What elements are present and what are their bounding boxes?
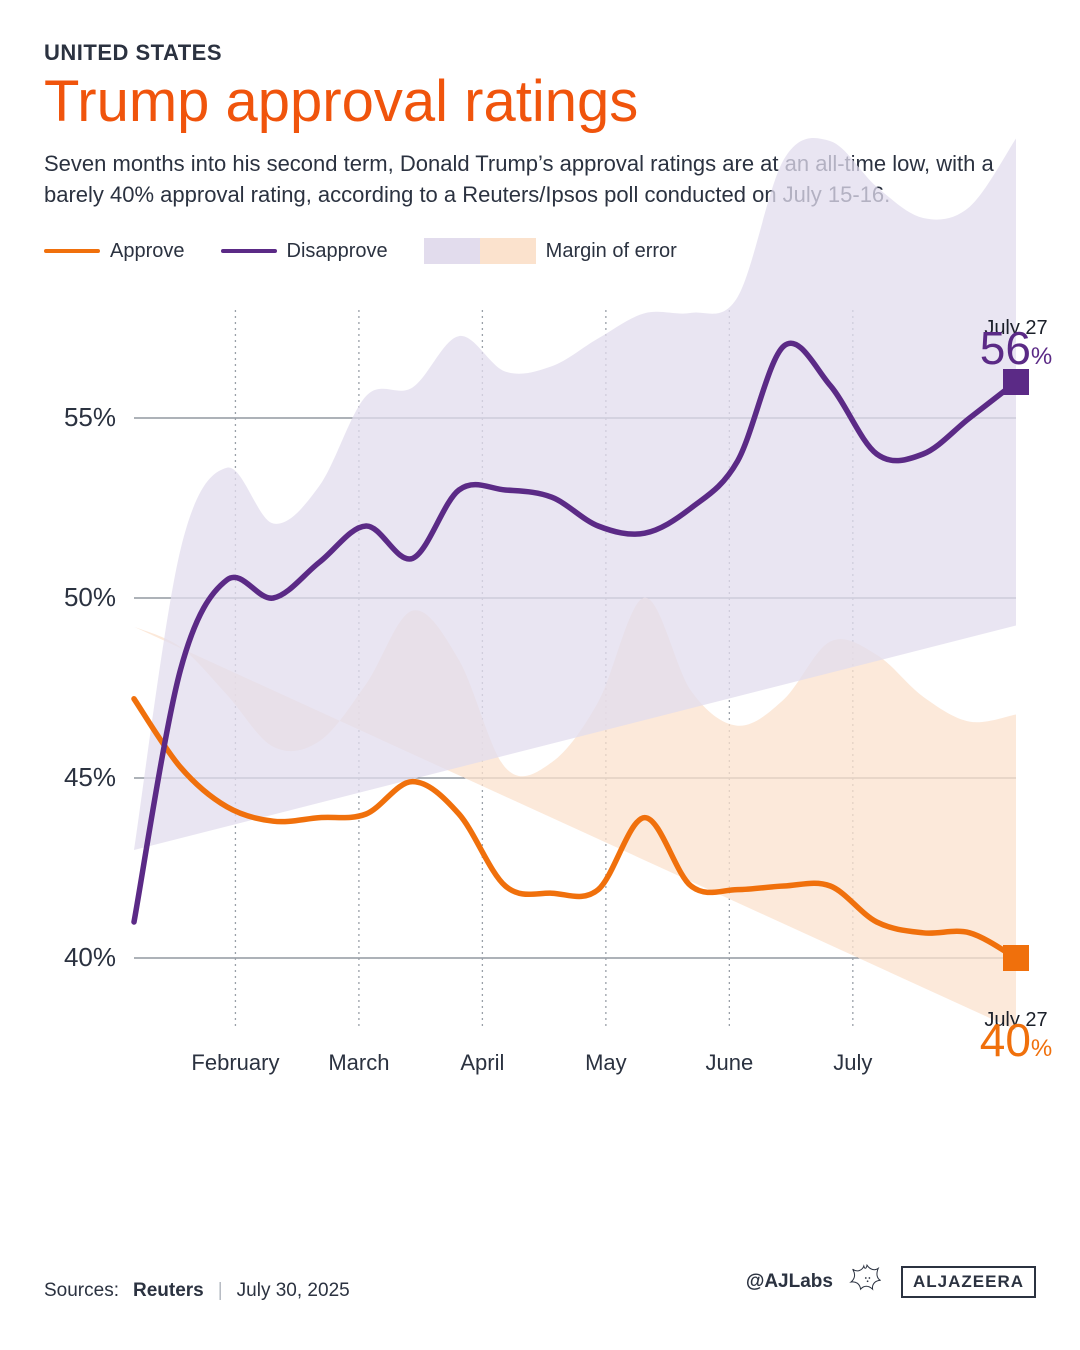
publish-date: July 30, 2025: [237, 1280, 350, 1302]
legend-item-margin: Margin of error: [424, 238, 677, 264]
legend-item-disapprove: Disapprove: [221, 240, 388, 263]
aljazeera-logo-icon: [847, 1262, 887, 1302]
disapprove-line-swatch: [221, 249, 277, 253]
svg-text:March: March: [328, 1050, 389, 1075]
brand-block: @AJLabs ALJAZEERA: [746, 1262, 1036, 1302]
brand-box: ALJAZEERA: [901, 1266, 1036, 1298]
svg-text:April: April: [460, 1050, 504, 1075]
margin-of-error-swatch: [424, 238, 536, 264]
svg-text:45%: 45%: [64, 762, 116, 792]
legend-label-margin: Margin of error: [546, 240, 677, 263]
svg-text:40%: 40%: [64, 942, 116, 972]
sources-block: Sources: Reuters | July 30, 2025: [44, 1280, 350, 1302]
chart-svg: 40% 45% 50% 55% February March April May June Jul…: [44, 300, 1036, 1100]
legend-item-approve: Approve: [44, 240, 185, 263]
chart-footer: Sources: Reuters | July 30, 2025 @AJLabs…: [44, 1262, 1036, 1302]
svg-text:50%: 50%: [64, 582, 116, 612]
svg-text:May: May: [585, 1050, 627, 1075]
sources-label: Sources:: [44, 1280, 119, 1302]
svg-text:July: July: [833, 1050, 872, 1075]
svg-text:June: June: [705, 1050, 753, 1075]
legend-label-disapprove: Disapprove: [287, 240, 388, 263]
brand-handle: @AJLabs: [746, 1271, 833, 1293]
chart-page: UNITED STATES Trump approval ratings Sev…: [0, 0, 1080, 1350]
source-name: Reuters: [133, 1280, 204, 1302]
page-title: Trump approval ratings: [44, 72, 1036, 133]
category-label: UNITED STATES: [44, 40, 1036, 66]
legend-label-approve: Approve: [110, 240, 185, 263]
approve-line-swatch: [44, 249, 100, 253]
line-chart: 40% 45% 50% 55% February March April May June Jul…: [44, 300, 1036, 1100]
svg-text:February: February: [191, 1050, 279, 1075]
svg-text:55%: 55%: [64, 402, 116, 432]
